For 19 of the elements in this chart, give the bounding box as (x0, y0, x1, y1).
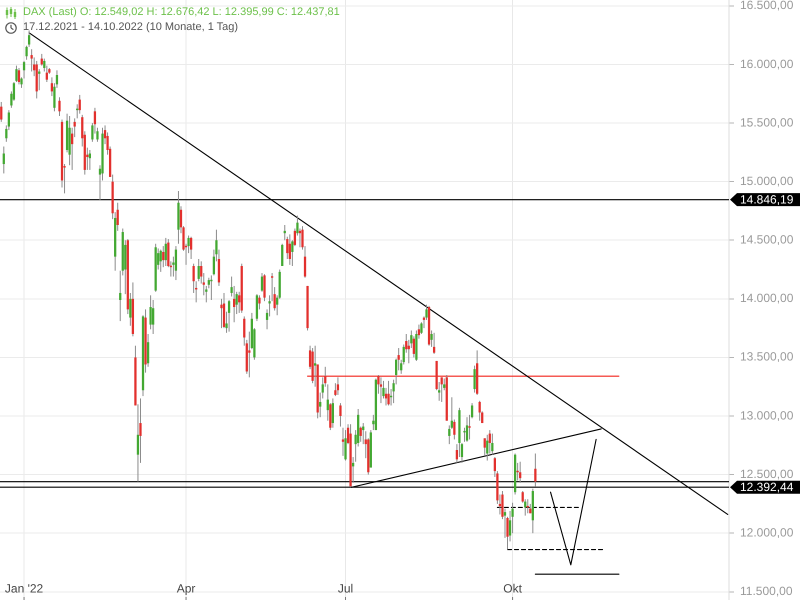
y-tick-label: 13.500,00 (740, 350, 794, 364)
y-tick-label: 14.500,00 (740, 232, 794, 247)
y-tick-label: 13.000,00 (740, 408, 794, 422)
text: DAX (Last) O: 12.549,02 H: 12.676,42 L: 12.395,99 C: 12.437,81 (23, 5, 340, 20)
y-tick-label: 12.000,00 (740, 526, 794, 540)
y-tick-label: 16.500,00 (740, 0, 794, 12)
y-tick-label: 16.000,00 (740, 56, 794, 71)
ref-line-label: 12.392,44 (740, 480, 794, 494)
y-tick-label: 14.000,00 (740, 291, 794, 306)
x-tick-label: Jul (338, 581, 354, 596)
text: 17.12.2021 - 14.10.2022 (10 Monate, 1 Tag) (23, 20, 238, 35)
y-tick-label: 15.000,00 (740, 174, 794, 188)
ref-line-label: 14.846,19 (740, 192, 794, 206)
y-tick-label: 12.500,00 (740, 466, 794, 481)
x-tick-label: Apr (176, 581, 196, 596)
x-tick-label: Jan '22 (4, 581, 44, 596)
x-tick-label: Okt (503, 581, 523, 596)
y-tick-label: 15.500,00 (740, 115, 794, 130)
y-tick-label: 11.500,00 (740, 584, 793, 598)
